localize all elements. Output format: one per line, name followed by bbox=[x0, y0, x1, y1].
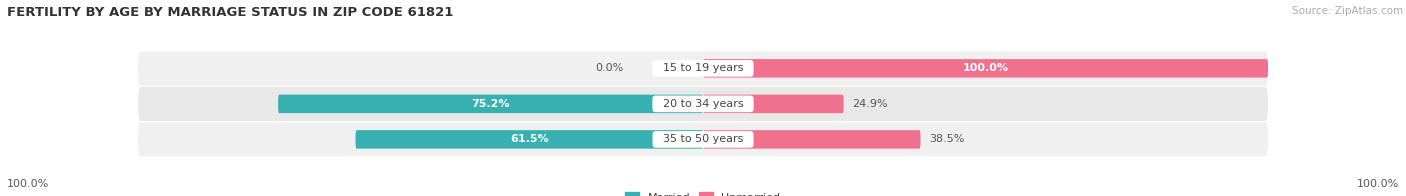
Text: 38.5%: 38.5% bbox=[929, 134, 965, 144]
Text: 75.2%: 75.2% bbox=[471, 99, 510, 109]
Text: FERTILITY BY AGE BY MARRIAGE STATUS IN ZIP CODE 61821: FERTILITY BY AGE BY MARRIAGE STATUS IN Z… bbox=[7, 6, 453, 19]
Text: 100.0%: 100.0% bbox=[1357, 179, 1399, 189]
Text: Source: ZipAtlas.com: Source: ZipAtlas.com bbox=[1292, 6, 1403, 16]
Text: 35 to 50 years: 35 to 50 years bbox=[655, 134, 751, 144]
FancyBboxPatch shape bbox=[703, 59, 1268, 78]
Text: 100.0%: 100.0% bbox=[7, 179, 49, 189]
FancyBboxPatch shape bbox=[703, 95, 844, 113]
FancyBboxPatch shape bbox=[138, 122, 1268, 156]
Text: 24.9%: 24.9% bbox=[852, 99, 887, 109]
Text: 61.5%: 61.5% bbox=[510, 134, 548, 144]
Text: 15 to 19 years: 15 to 19 years bbox=[655, 63, 751, 73]
FancyBboxPatch shape bbox=[278, 95, 703, 113]
FancyBboxPatch shape bbox=[138, 51, 1268, 85]
FancyBboxPatch shape bbox=[356, 130, 703, 149]
Text: 100.0%: 100.0% bbox=[963, 63, 1008, 73]
FancyBboxPatch shape bbox=[138, 87, 1268, 121]
Legend: Married, Unmarried: Married, Unmarried bbox=[626, 192, 780, 196]
Text: 0.0%: 0.0% bbox=[596, 63, 624, 73]
FancyBboxPatch shape bbox=[703, 130, 921, 149]
Text: 20 to 34 years: 20 to 34 years bbox=[655, 99, 751, 109]
